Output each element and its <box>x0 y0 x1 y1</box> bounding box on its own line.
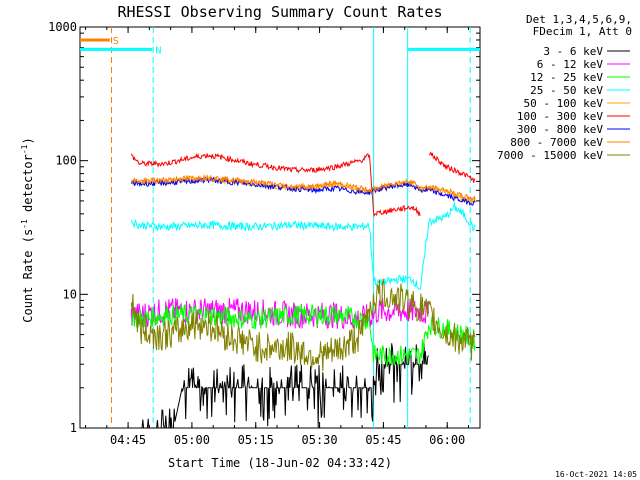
legend-header-line: FDecim 1, Att 0 <box>533 25 632 38</box>
x-tick-label: 05:30 <box>302 433 338 447</box>
legend-label: 800 - 7000 keV <box>510 136 603 149</box>
legend-label: 50 - 100 keV <box>524 97 604 110</box>
y-tick-label: 1000 <box>48 20 77 34</box>
y-tick-label: 10 <box>63 287 77 301</box>
y-label-part-a: Count Rate (s <box>21 229 35 323</box>
series-line-800-7000-kev <box>130 173 476 201</box>
y-label-sup-a: -1 <box>20 219 29 229</box>
series-line-12-25-kev <box>130 303 476 367</box>
x-axis-label: Start Time (18-Jun-02 04:33:42) <box>168 456 392 470</box>
x-tick-label: 05:45 <box>365 433 401 447</box>
legend-label: 300 - 800 keV <box>517 123 603 136</box>
legend-label: 3 - 6 keV <box>543 45 603 58</box>
legend-label: 6 - 12 keV <box>537 58 604 71</box>
footer-timestamp: 16-Oct-2021 14:05 <box>555 470 637 479</box>
chart-title: RHESSI Observing Summary Count Rates <box>117 3 442 21</box>
annotation-label: N <box>155 45 161 56</box>
x-tick-label: 04:45 <box>110 433 146 447</box>
attenuator-annotations: SN <box>80 36 480 56</box>
series-line-3-6-kev <box>139 341 429 429</box>
y-label-part-b: detector <box>21 154 35 219</box>
x-tick-label: 05:15 <box>238 433 274 447</box>
legend-label: 7000 - 15000 keV <box>497 149 603 162</box>
y-tick-label: 100 <box>55 154 77 168</box>
x-tick-label: 05:00 <box>174 433 210 447</box>
axis-ticks: 04:45 05:00 05:15 05:30 05:45 06:00 1 10 100 1000 <box>48 20 480 447</box>
series-line-300-800-kev <box>130 176 476 207</box>
y-axis-label: Count Rate (s-1 detector-1) <box>20 137 35 322</box>
series-line-6-12-kev <box>130 296 429 329</box>
legend-header-line: Det 1,3,4,5,6,9, <box>526 13 632 26</box>
y-label-part-c: ) <box>21 137 35 144</box>
y-tick-label: 1 <box>70 421 77 435</box>
y-label-sup-b: -1 <box>20 144 29 154</box>
data-series <box>130 151 476 429</box>
legend-label: 12 - 25 keV <box>530 71 603 84</box>
annotation-label: S <box>113 36 119 47</box>
x-tick-label: 06:00 <box>429 433 465 447</box>
series-line-25-50-kev <box>130 201 476 291</box>
legend-label: 25 - 50 keV <box>530 84 603 97</box>
series-line-7000-15000-kev <box>130 278 476 372</box>
legend-label: 100 - 300 keV <box>517 110 603 123</box>
plot-frame <box>79 26 481 429</box>
legend: Det 1,3,4,5,6,9,FDecim 1, Att 0 3 - 6 keV… <box>497 13 632 162</box>
